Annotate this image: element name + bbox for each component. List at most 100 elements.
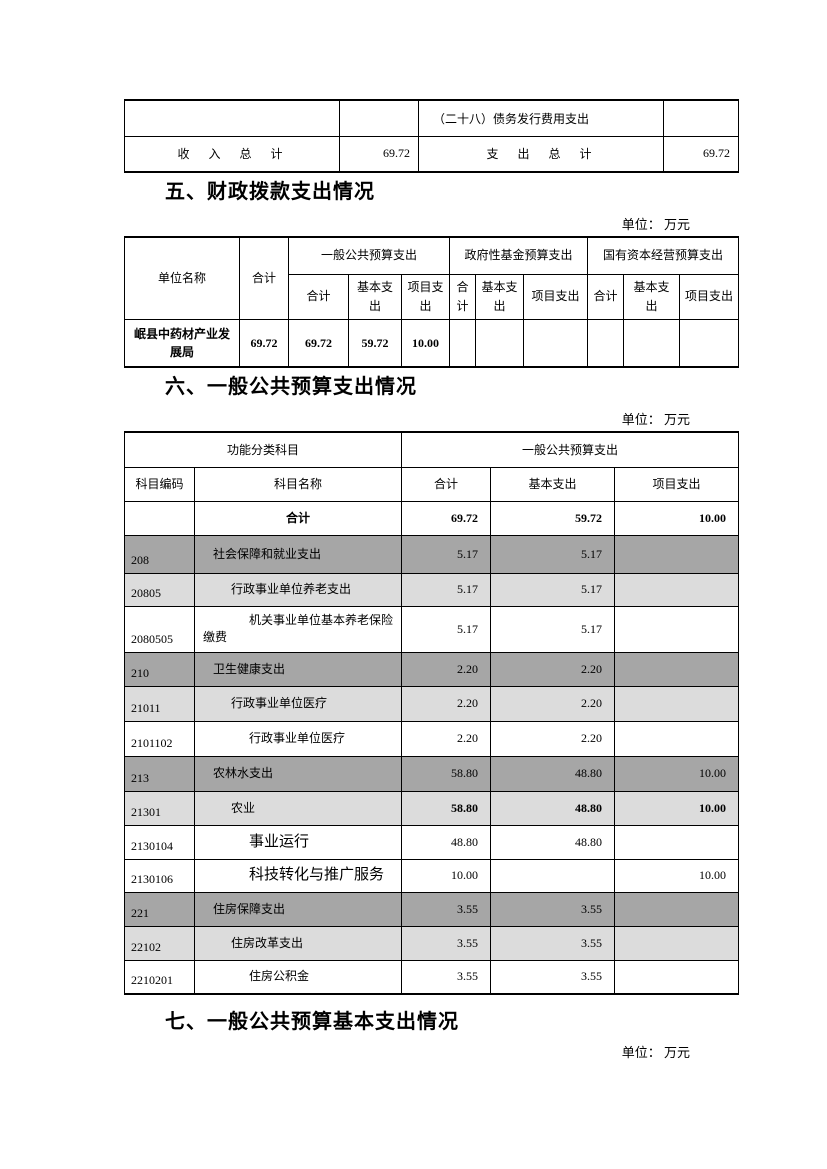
code-cell: 22102: [124, 925, 195, 961]
header-row-groups: 单位名称 合计 一般公共预算支出 政府性基金预算支出 国有资本经营预算支出: [124, 236, 740, 320]
name-cell: 行政事业单位养老支出: [193, 572, 403, 607]
value-cell: [679, 318, 740, 368]
value-cell: [475, 318, 525, 368]
header-row-groups: 功能分类科目 一般公共预算支出: [123, 431, 740, 468]
basic-cell: 2.20: [490, 720, 616, 757]
project-cell: [614, 534, 740, 574]
empty-cell: [339, 99, 419, 137]
unit-name-header: 单位名称: [124, 236, 240, 320]
sub-project-header: 项目支出: [523, 273, 589, 320]
unit-label: 单位： 万元: [621, 217, 690, 232]
basic-cell: 2.20: [490, 685, 616, 722]
project-cell: 10.00: [614, 858, 740, 893]
name-cell: 社会保障和就业支出: [193, 534, 403, 574]
value-cell: 69.72: [288, 318, 349, 368]
value-cell: 10.00: [400, 318, 451, 368]
sub-total-header: 合计: [288, 273, 349, 320]
subject-row-2130106: 2130106 科技转化与推广服务 10.00 10.00: [124, 858, 740, 893]
name-cell: 机关事业单位基本养老保险缴费: [193, 605, 403, 653]
total-cell: 5.17: [401, 534, 492, 574]
basic-cell: [490, 858, 616, 893]
general-budget-group-header: 一般公共预算支出: [287, 236, 451, 275]
subject-row-2080505: 2080505 机关事业单位基本养老保险缴费 5.17 5.17: [124, 605, 740, 653]
project-cell: [614, 925, 740, 961]
name-cell: 行政事业单位医疗: [193, 720, 403, 757]
basic-cell: 3.55: [490, 925, 616, 961]
sub-total-header: 合计: [587, 273, 625, 320]
basic-header: 基本支出: [490, 466, 616, 502]
total-cell: 3.55: [401, 891, 492, 927]
total-cell: 2.20: [401, 685, 492, 722]
code-cell: 221: [124, 891, 195, 927]
expense-item-cell: （二十八）债务发行费用支出: [418, 99, 664, 137]
subject-row-22102: 22102 住房改革支出 3.55 3.55: [124, 925, 740, 961]
value-cell: [587, 318, 625, 368]
project-cell: [614, 720, 740, 757]
unit-label: 单位： 万元: [621, 1045, 690, 1060]
code-cell: 213: [124, 755, 195, 792]
expense-total-label: 支 出 总 计: [418, 135, 664, 173]
sub-total-header: 合计: [449, 273, 477, 320]
value-cell: 59.72: [348, 318, 402, 368]
subject-row-208: 208 社会保障和就业支出 5.17 5.17: [124, 534, 740, 574]
code-cell: 21301: [124, 790, 195, 826]
name-cell: 住房改革支出: [193, 925, 403, 961]
name-cell: 科技转化与推广服务: [193, 858, 403, 893]
project-cell: [614, 824, 740, 860]
general-budget-expenditure-table: 功能分类科目 一般公共预算支出 科目编码 科目名称 合计 基本支出 项目支出 合…: [123, 431, 740, 995]
project-cell: 10.00: [614, 500, 740, 536]
project-cell: 10.00: [614, 790, 740, 826]
expense-total-value: 69.72: [663, 135, 739, 173]
total-cell: 2.20: [401, 720, 492, 757]
value-cell: [623, 318, 681, 368]
project-cell: [614, 959, 740, 995]
subject-row-21011: 21011 行政事业单位医疗 2.20 2.20: [124, 685, 740, 722]
gov-fund-group-header: 政府性基金预算支出: [449, 236, 589, 275]
name-cell: 合计: [193, 500, 403, 536]
general-budget-header: 一般公共预算支出: [401, 431, 740, 468]
basic-cell: 5.17: [490, 534, 616, 574]
basic-cell: 5.17: [490, 572, 616, 607]
name-cell: 农业: [193, 790, 403, 826]
total-cell: 3.55: [401, 959, 492, 995]
table-row: （二十八）债务发行费用支出: [124, 99, 739, 137]
code-cell: 2101102: [124, 720, 195, 757]
table-row: 收 入 总 计 69.72 支 出 总 计 69.72: [124, 135, 739, 173]
total-cell: 10.00: [401, 858, 492, 893]
subject-row-2130104: 2130104 事业运行 48.80 48.80: [124, 824, 740, 860]
name-header: 科目名称: [193, 466, 403, 502]
total-cell: 5.17: [401, 572, 492, 607]
code-cell: 2130106: [124, 858, 195, 893]
name-cell: 卫生健康支出: [193, 651, 403, 687]
basic-cell: 48.80: [490, 790, 616, 826]
basic-cell: 2.20: [490, 651, 616, 687]
value-cell: 69.72: [239, 318, 289, 368]
total-header: 合计: [239, 236, 289, 320]
total-cell: 48.80: [401, 824, 492, 860]
sub-basic-header: 基本支出: [623, 273, 681, 320]
unit-label: 单位： 万元: [621, 412, 690, 427]
function-category-header: 功能分类科目: [123, 431, 403, 468]
code-cell: [124, 500, 195, 536]
basic-cell: 48.80: [490, 755, 616, 792]
subject-row-213: 213 农林水支出 58.80 48.80 10.00: [124, 755, 740, 792]
value-cell: [523, 318, 589, 368]
code-cell: 20805: [124, 572, 195, 607]
subject-row-210: 210 卫生健康支出 2.20 2.20: [124, 651, 740, 687]
total-cell: 58.80: [401, 790, 492, 826]
empty-cell: [124, 99, 340, 137]
total-cell: 3.55: [401, 925, 492, 961]
sub-project-header: 项目支出: [400, 273, 451, 320]
empty-cell: [663, 99, 739, 137]
code-cell: 2210201: [124, 959, 195, 995]
project-cell: [614, 685, 740, 722]
header-row-sub: 合计 基本支出 项目支出 合计 基本支出 项目支出 合计 基本支出 项目支出: [125, 273, 740, 320]
income-total-value: 69.72: [339, 135, 419, 173]
sub-basic-header: 基本支出: [348, 273, 402, 320]
value-cell: [449, 318, 477, 368]
basic-cell: 48.80: [490, 824, 616, 860]
section-heading-basic-expenditure: 七、一般公共预算基本支出情况: [165, 1011, 459, 1033]
name-cell: 住房公积金: [193, 959, 403, 995]
subject-row-20805: 20805 行政事业单位养老支出 5.17 5.17: [124, 572, 740, 607]
